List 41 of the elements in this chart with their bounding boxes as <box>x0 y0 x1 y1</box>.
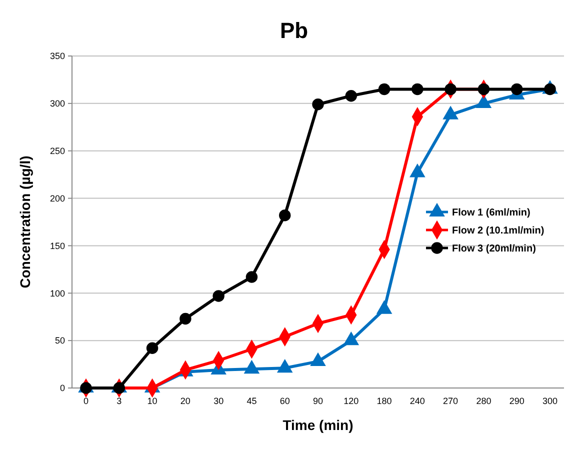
point <box>378 83 390 96</box>
x-tick-label: 30 <box>214 396 224 406</box>
legend-label: Flow 2 (10.1ml/min) <box>452 226 544 236</box>
point <box>444 83 456 96</box>
y-tick-label: 50 <box>54 336 65 346</box>
x-tick-label: 270 <box>443 396 458 406</box>
y-tick-label: 350 <box>50 51 65 62</box>
point <box>478 83 490 96</box>
x-tick-label: 0 <box>83 396 89 406</box>
point <box>345 90 358 102</box>
x-tick-label: 20 <box>180 396 190 406</box>
x-tick-label: 60 <box>280 396 290 406</box>
y-tick-label: 100 <box>50 288 65 298</box>
y-tick-label: 300 <box>50 98 65 109</box>
x-tick-label: 45 <box>246 396 257 406</box>
y-tick-label: 150 <box>50 240 65 251</box>
point <box>278 210 291 222</box>
x-tick-label: 3 <box>116 396 122 406</box>
point <box>146 342 158 354</box>
point <box>510 83 523 96</box>
x-tick-label: 240 <box>410 396 425 406</box>
x-tick-label: 280 <box>476 396 492 406</box>
point <box>412 83 424 96</box>
y-tick-label: 250 <box>50 146 65 156</box>
legend-label: Flow 3 (20ml/min) <box>452 244 536 254</box>
point <box>312 98 324 110</box>
x-tick-label: 290 <box>509 396 524 406</box>
point <box>246 271 258 283</box>
x-tick-label: 90 <box>312 396 324 406</box>
x-tick-label: 180 <box>376 396 392 406</box>
x-tick-label: 120 <box>344 396 359 406</box>
legend-label: Flow 1 (6ml/min) <box>452 208 530 218</box>
x-tick-label: 300 <box>542 396 558 406</box>
y-tick-label: 0 <box>60 383 65 394</box>
point <box>212 290 224 302</box>
y-tick-label: 200 <box>50 193 65 204</box>
point <box>180 312 192 325</box>
x-axis-title: Time (min) <box>282 417 354 433</box>
chart-title: Pb <box>280 18 308 43</box>
y-axis-title: Concentration (µg/l) <box>17 156 33 288</box>
x-tick-label: 10 <box>147 396 158 406</box>
